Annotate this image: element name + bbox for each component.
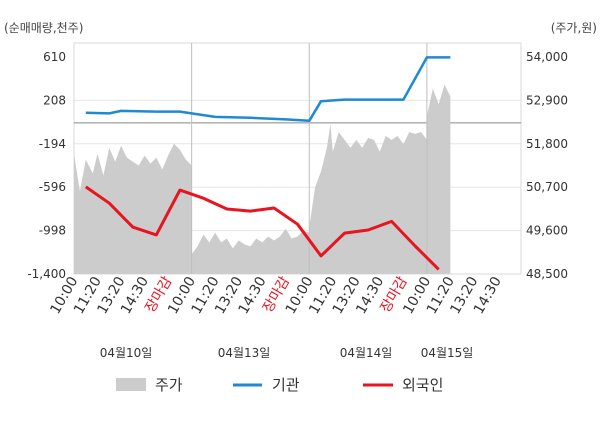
- left-axis-unit: (순매매량,천주): [4, 20, 83, 35]
- right-tick-label: 48,500: [526, 267, 568, 281]
- right-tick-label: 52,900: [526, 93, 568, 107]
- legend-label-institution: 기관: [272, 376, 300, 394]
- left-tick-label: 610: [43, 50, 66, 64]
- legend-label-price: 주가: [155, 376, 183, 394]
- series-line-foreign: [84, 185, 440, 271]
- series-price-area: [74, 84, 451, 274]
- session-dividers: [191, 43, 428, 274]
- left-tick-label: 208: [43, 93, 66, 107]
- date-labels: 04월10일 04월13일 04월14일 04월15일: [100, 346, 474, 360]
- right-axis-ticks: 54,000 52,900 51,800 50,700 49,600 48,500: [526, 50, 568, 281]
- series-lines: [84, 56, 451, 271]
- x-axis-labels: 10:0011:2013:2014:30장마감10:0011:2013:2014…: [47, 274, 505, 317]
- left-tick-label: -194: [39, 137, 66, 151]
- legend: 주가 기관 외국인: [116, 376, 443, 394]
- date-label: 04월10일: [100, 346, 153, 360]
- right-tick-label: 54,000: [526, 50, 568, 64]
- date-label: 04월15일: [421, 346, 474, 360]
- left-tick-label: -1,400: [27, 267, 66, 281]
- price-area: [74, 84, 451, 274]
- series-line-institution: [85, 56, 451, 123]
- right-tick-label: 51,800: [526, 137, 568, 151]
- legend-label-foreign: 외국인: [402, 376, 443, 394]
- right-tick-label: 49,600: [526, 224, 568, 238]
- right-tick-label: 50,700: [526, 180, 568, 194]
- left-axis-ticks: 610 208 -194 -596 -998 -1,400: [27, 50, 66, 281]
- date-label: 04월13일: [218, 346, 271, 360]
- left-tick-label: -998: [39, 224, 66, 238]
- right-axis-unit: (주가,원): [551, 21, 597, 35]
- left-tick-label: -596: [39, 180, 66, 194]
- date-label: 04월14일: [340, 346, 393, 360]
- legend-swatch-price: [116, 378, 146, 391]
